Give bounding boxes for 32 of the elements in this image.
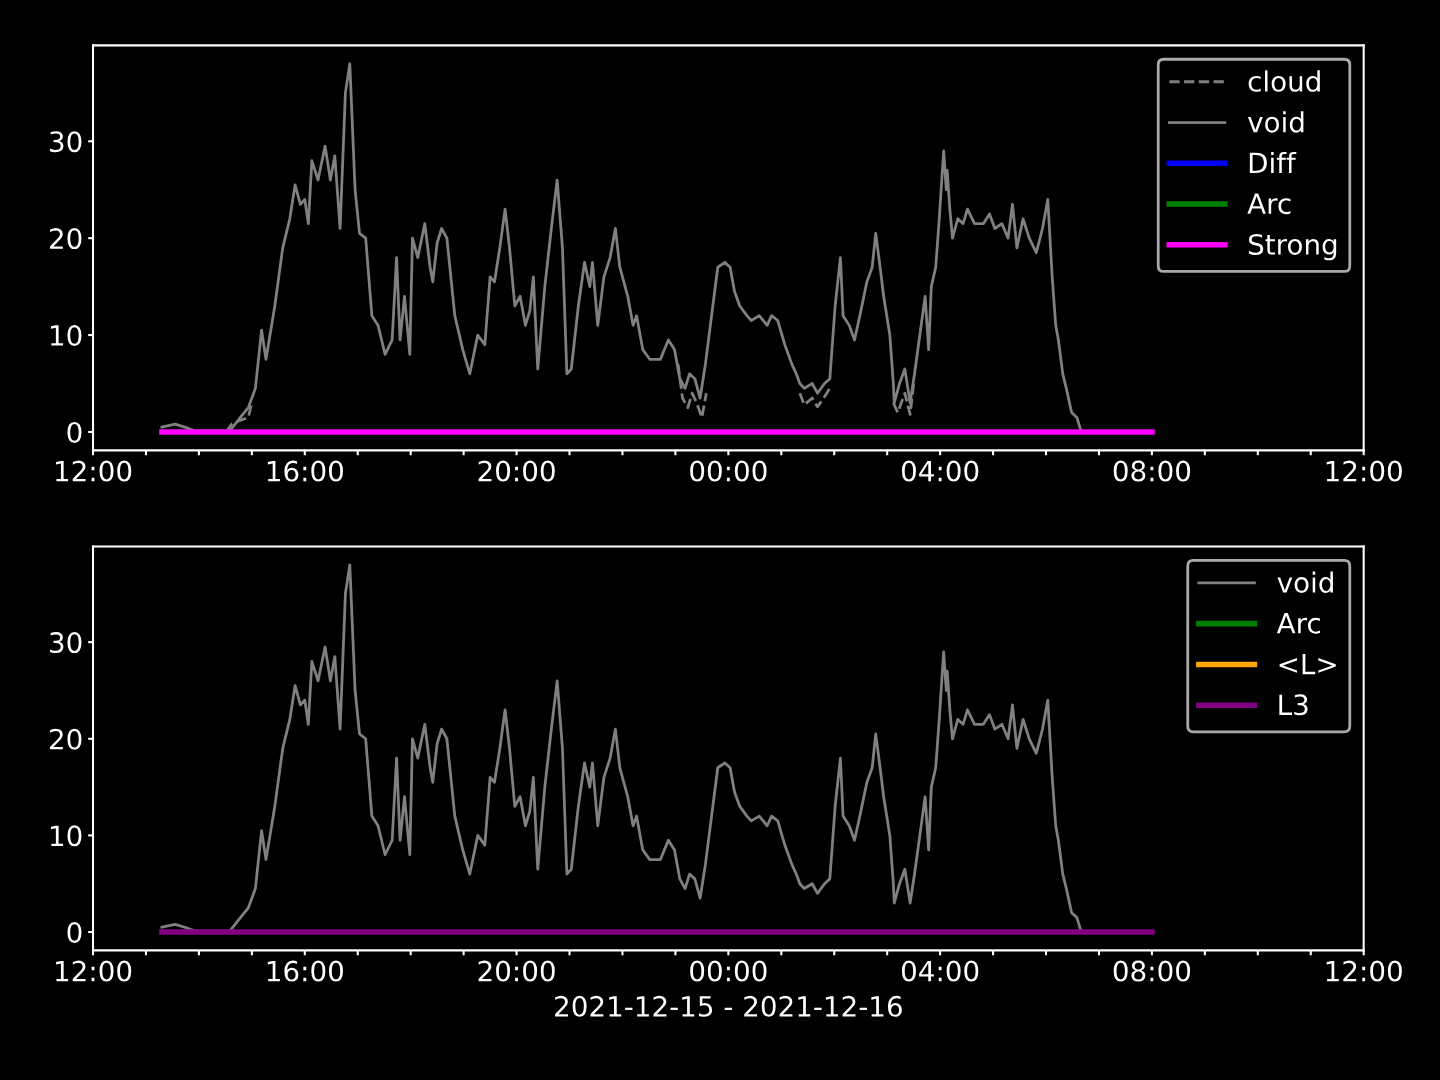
x-tick-label: 12:00: [1326, 960, 1402, 982]
x-tick-label: 00:00: [690, 460, 767, 482]
y-tick-label: 0: [67, 921, 82, 943]
x-tick-label: 04:00: [901, 460, 979, 482]
legend-label: Diff: [1249, 151, 1297, 174]
x-tick-label: 20:00: [478, 460, 555, 482]
x-tick-label: 12:00: [56, 960, 132, 982]
y-tick-label: 0: [67, 421, 82, 443]
x-tick-label: 16:00: [267, 460, 343, 482]
legend-label: cloud: [1248, 70, 1320, 92]
legend-label: Strong: [1248, 233, 1337, 261]
x-tick-label: 08:00: [1113, 460, 1191, 482]
x-axis-title: 2021-12-15 - 2021-12-16: [555, 995, 902, 1017]
x-tick-label: 04:00: [901, 960, 979, 982]
legend-label: void: [1277, 571, 1333, 593]
x-tick-label: 00:00: [690, 960, 767, 982]
y-tick-label: 20: [49, 728, 82, 750]
y-tick-label: 10: [51, 825, 82, 847]
x-tick-label: 12:00: [1326, 460, 1402, 482]
y-tick-label: 30: [50, 632, 82, 654]
y-tick-label: 10: [51, 325, 82, 347]
legend-label: Arc: [1276, 613, 1320, 634]
x-tick-label: 16:00: [267, 960, 343, 982]
legend-label: Arc: [1247, 193, 1291, 215]
y-tick-label: 20: [49, 228, 82, 250]
y-tick-label: 30: [50, 131, 82, 153]
x-tick-label: 12:00: [56, 460, 132, 482]
x-tick-label: 20:00: [478, 960, 555, 982]
legend-label: <L>: [1279, 653, 1336, 675]
legend-label: void: [1247, 111, 1304, 133]
legend-label: L3: [1279, 694, 1308, 716]
x-tick-label: 08:00: [1113, 960, 1191, 982]
